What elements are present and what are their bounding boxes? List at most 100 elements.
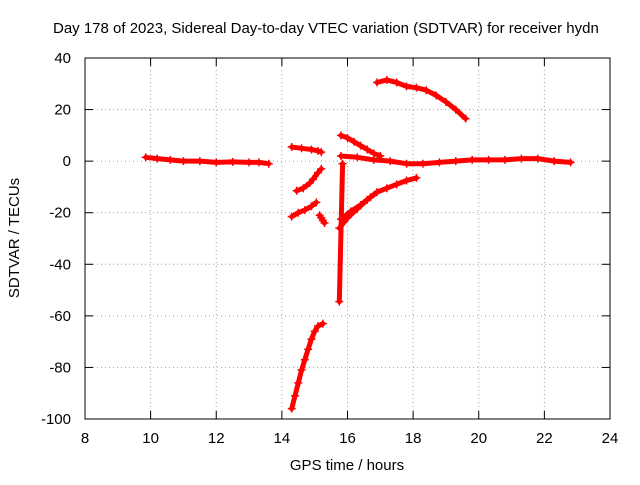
data-point [254,158,263,167]
data-point [369,149,378,158]
data-point [294,378,303,387]
y-tick-label: 0 [63,153,71,170]
data-point [287,404,296,413]
data-point [317,164,326,173]
data-point [304,345,313,354]
series-seg-14-upper [287,142,326,157]
data-point [264,159,273,168]
data-point [307,202,316,211]
series-isolated [335,159,347,306]
data-point [402,176,411,185]
x-tick-label: 12 [208,430,225,447]
data-point [343,133,352,142]
data-point [141,153,150,162]
data-point [533,154,542,163]
data-point [392,78,401,87]
data-point [412,173,421,182]
y-tick-label: -60 [49,308,71,325]
series-big-drop [287,319,327,413]
series-arc-top [373,75,470,123]
data-point [412,83,421,92]
x-tick-label: 24 [602,430,619,447]
data-point [292,186,301,195]
data-point [353,153,362,162]
y-tick-label: 40 [54,50,71,67]
data-point [451,105,460,114]
y-tick-label: -20 [49,205,71,222]
data-layer [141,75,575,413]
x-tick-label: 10 [142,430,159,447]
data-point [373,78,382,87]
y-tick-label: 20 [54,102,71,119]
data-point [317,148,326,157]
data-point [517,154,526,163]
x-axis-label: GPS time / hours [290,457,404,474]
chart-title: Day 178 of 2023, Sidereal Day-to-day VTE… [53,20,599,37]
data-point [346,207,355,216]
data-point [297,366,306,375]
data-point [335,297,344,306]
data-point [432,91,441,100]
series-arc-descending [336,131,385,160]
data-point [153,154,162,163]
data-point [309,175,318,184]
data-point [245,158,254,167]
tick-layer: 8 10 12 14 16 18 20 22 24 -100 -80 -60 -40 -20 0 20 40 [41,50,618,447]
data-point [291,391,299,400]
data-point [313,322,322,331]
data-point [402,82,411,91]
data-point [287,142,296,151]
data-point [350,137,359,146]
data-point [356,200,365,209]
data-point [228,157,237,166]
series-seg-15-cluster [315,211,329,228]
series-trace [143,154,272,167]
data-point [382,184,391,193]
data-point [363,145,372,154]
data-point [336,131,345,140]
data-point [294,208,303,217]
data-point [366,193,375,202]
data-point [441,97,450,106]
series-trace [336,161,346,305]
data-point [484,155,493,164]
x-tick-label: 20 [470,430,487,447]
x-tick-label: 14 [274,430,291,447]
data-point [501,155,509,164]
data-point [422,86,431,95]
data-point [195,157,204,166]
data-point [356,141,365,150]
data-point [307,145,316,154]
data-point [320,219,329,228]
series-band-early [141,153,273,168]
y-tick-label: -100 [41,411,71,428]
series-trace [317,212,327,226]
data-point [318,319,327,328]
data-point [297,144,306,153]
data-point [166,155,175,164]
data-point [287,212,296,221]
data-point [451,157,460,166]
x-tick-label: 16 [339,430,356,447]
data-point [310,327,319,336]
data-point [312,198,321,207]
data-point [402,159,411,168]
y-tick-label: -40 [49,256,71,273]
y-tick-label: -80 [49,359,71,376]
data-point [468,155,477,164]
data-point [386,157,395,166]
x-tick-label: 8 [81,430,89,447]
data-point [373,188,382,197]
data-point [307,335,316,344]
data-point [338,159,347,168]
data-point [299,184,308,193]
data-point [382,75,391,84]
data-point [435,158,444,167]
series-seg-14-mid [292,164,326,195]
data-point [300,206,309,215]
series-band-late [336,151,575,168]
x-tick-label: 18 [405,430,422,447]
series-trace [289,321,326,412]
data-point [300,355,309,364]
